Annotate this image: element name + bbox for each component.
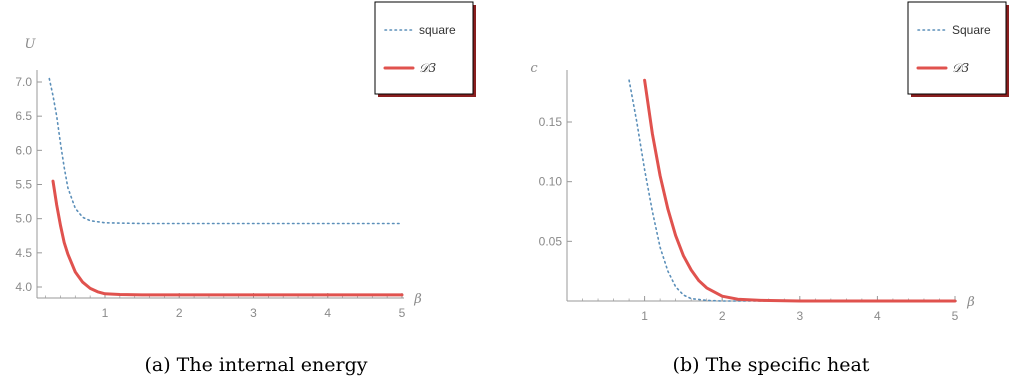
y-tick-label: 5.0 — [15, 212, 32, 226]
d3-series-line — [643, 78, 957, 303]
x-tick-label: 5 — [399, 306, 406, 320]
legend: square 𝒟3 — [374, 1, 476, 97]
d3-series-line — [51, 179, 404, 297]
x-tick-label: 1 — [641, 309, 648, 323]
y-tick-label: 0.15 — [539, 115, 563, 129]
y-axis-label: U — [25, 37, 37, 52]
y-tick-label: 6.0 — [15, 143, 32, 157]
y-tick-label: 5.5 — [15, 178, 32, 192]
x-axis-label: β — [966, 295, 975, 310]
legend-box — [907, 1, 1007, 95]
legend: Square 𝒟3 — [907, 1, 1009, 97]
legend-square-label: square — [419, 23, 456, 37]
y-tick-label: 0.05 — [539, 234, 563, 248]
x-tick-label: 2 — [719, 309, 726, 323]
y-tick-label: 4.0 — [15, 280, 32, 294]
x-tick-label: 2 — [176, 306, 183, 320]
square-series-line — [48, 77, 403, 225]
x-tick-label: 1 — [102, 306, 109, 320]
x-tick-label: 3 — [796, 309, 803, 323]
axes: 1 2 3 4 5 4.0 4.5 5.0 5.5 6.0 6.5 7.0 Uβ — [15, 37, 421, 320]
legend-square-label: Square — [952, 23, 991, 37]
x-tick-label: 4 — [324, 306, 331, 320]
legend-d3-label: 𝒟3 — [952, 61, 970, 75]
square-series-line — [628, 79, 956, 302]
specific-heat-caption: (b) The specific heat — [672, 354, 870, 376]
x-tick-label: 5 — [952, 309, 959, 323]
y-tick-label: 0.10 — [539, 175, 563, 189]
y-axis-label: c — [530, 61, 538, 76]
internal-energy-chart: 1 2 3 4 5 4.0 4.5 5.0 5.5 6.0 6.5 7.0 Uβ square 𝒟3 — [15, 1, 476, 320]
x-axis-label: β — [413, 292, 422, 307]
y-tick-label: 7.0 — [15, 75, 32, 89]
x-tick-label: 4 — [874, 309, 881, 323]
legend-d3-label: 𝒟3 — [419, 61, 437, 75]
x-tick-label: 3 — [250, 306, 257, 320]
y-tick-label: 4.5 — [15, 246, 32, 260]
y-tick-label: 6.5 — [15, 109, 32, 123]
legend-box — [374, 1, 474, 95]
internal-energy-caption: (a) The internal energy — [144, 354, 368, 376]
